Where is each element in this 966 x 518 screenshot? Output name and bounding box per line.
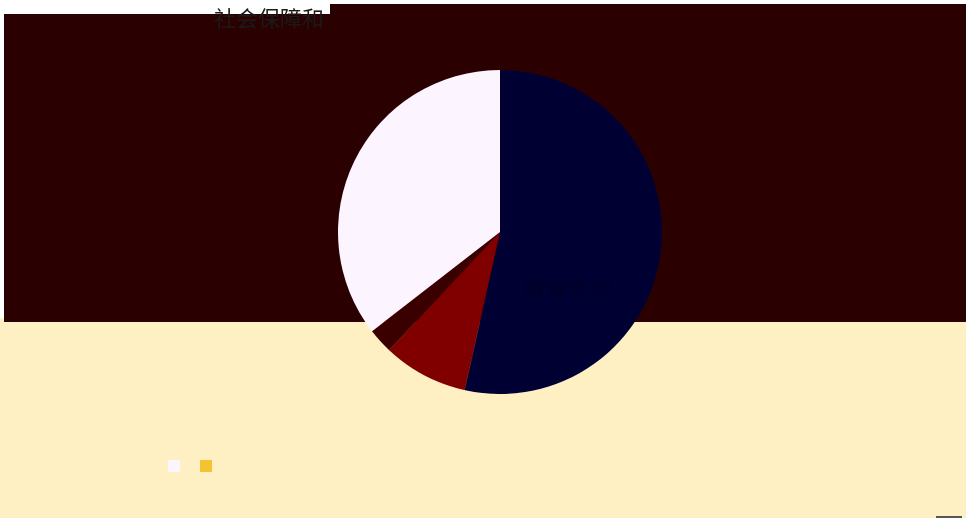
legend-swatch [200,460,212,472]
legend-item [200,460,218,472]
legend [168,460,218,472]
corner-divider [936,516,962,518]
slice-label-education: 教育支出 [524,278,613,303]
pie-slice-1 [389,232,500,391]
chart-title: 社会保障和 [214,8,325,33]
title-band [330,4,966,42]
legend-swatch [168,460,180,472]
pie-slice-2 [371,232,500,351]
pie-slice-3 [337,70,500,332]
legend-item [168,460,186,472]
pie-slice-0 [464,70,662,394]
